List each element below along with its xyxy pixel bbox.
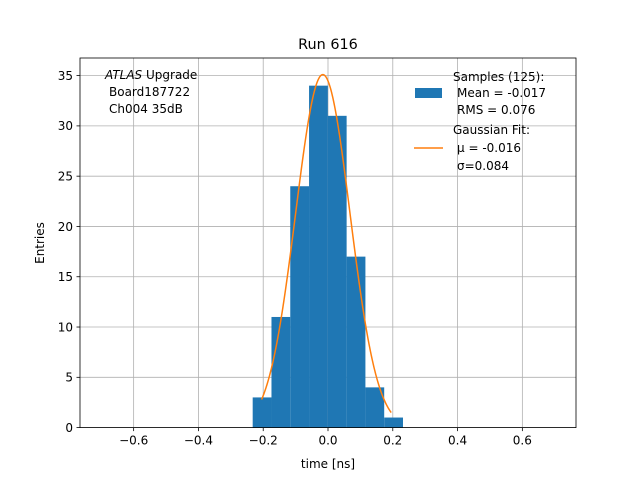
y-axis-ticks: 0 5 10 15 20 25 30 35 <box>58 69 80 435</box>
x-tick-label: −0.2 <box>249 434 278 448</box>
y-tick-label: 25 <box>58 169 73 183</box>
y-tick-label: 5 <box>65 371 73 385</box>
x-tick-label: −0.4 <box>184 434 213 448</box>
y-tick-label: 20 <box>58 220 73 234</box>
x-tick-label: 0.2 <box>383 434 402 448</box>
chart-title: Run 616 <box>298 37 358 53</box>
annotation-line-2: Board187722 <box>109 85 190 99</box>
histogram-bar <box>290 186 310 428</box>
y-axis-label: Entries <box>33 222 47 264</box>
legend-samples-line-1: Samples (125): <box>453 70 544 84</box>
x-tick-label: 0.6 <box>513 434 532 448</box>
legend-samples-line-2: Mean = -0.017 <box>457 86 546 100</box>
y-tick-label: 10 <box>58 320 73 334</box>
y-tick-label: 30 <box>58 119 73 133</box>
annotation-atlas-italic: ATLAS <box>104 68 143 82</box>
y-tick-label: 0 <box>65 421 73 435</box>
histogram-bar <box>252 397 272 428</box>
histogram-bar <box>271 316 291 428</box>
gaussian-fit-curve <box>260 73 392 413</box>
atlas-annotation: ATLAS Upgrade Board187722 Ch004 35dB <box>104 68 197 116</box>
histogram-bar <box>327 115 347 428</box>
x-axis-label: time [ns] <box>301 457 355 471</box>
x-tick-label: 0.4 <box>448 434 467 448</box>
histogram-bar <box>365 387 385 428</box>
histogram-bar <box>309 85 328 428</box>
x-tick-label: 0.0 <box>318 434 337 448</box>
x-tick-label: −0.6 <box>119 434 148 448</box>
histogram-bar <box>346 256 366 428</box>
legend-fit-line-3: σ=0.084 <box>457 159 509 173</box>
y-tick-label: 35 <box>58 69 73 83</box>
annotation-line-3: Ch004 35dB <box>109 102 183 116</box>
y-tick-label: 15 <box>58 270 73 284</box>
legend-samples-swatch <box>415 88 442 98</box>
histogram-bars <box>252 85 403 428</box>
legend: Samples (125): Mean = -0.017 RMS = 0.076… <box>414 70 546 173</box>
legend-samples-line-3: RMS = 0.076 <box>457 103 535 117</box>
legend-fit-line-1: Gaussian Fit: <box>453 123 530 137</box>
histogram-bar <box>384 417 403 428</box>
annotation-upgrade: Upgrade <box>142 68 197 82</box>
x-axis-ticks: −0.6 −0.4 −0.2 0.0 0.2 0.4 0.6 <box>119 427 532 448</box>
annotation-line-1: ATLAS Upgrade <box>104 68 197 82</box>
legend-fit-line-2: μ = -0.016 <box>457 141 521 155</box>
